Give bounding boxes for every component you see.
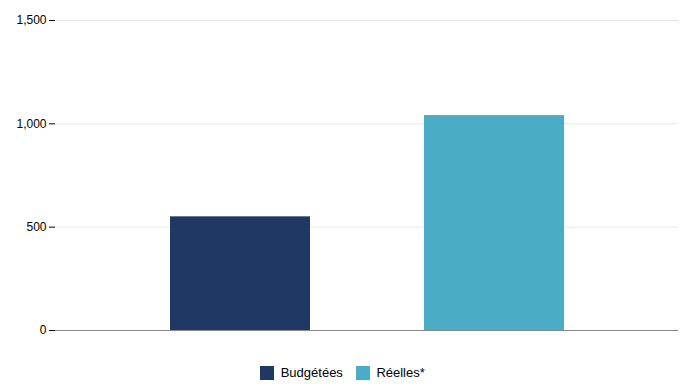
svg-text:1,500: 1,500 <box>16 13 46 27</box>
html-text:Réelles*: Réelles* <box>376 365 425 380</box>
svg-text:0: 0 <box>40 323 47 337</box>
svg-text:500: 500 <box>26 220 46 234</box>
html-text:Budgétées: Budgétées <box>280 365 343 380</box>
svg-text:1,000: 1,000 <box>16 117 46 131</box>
